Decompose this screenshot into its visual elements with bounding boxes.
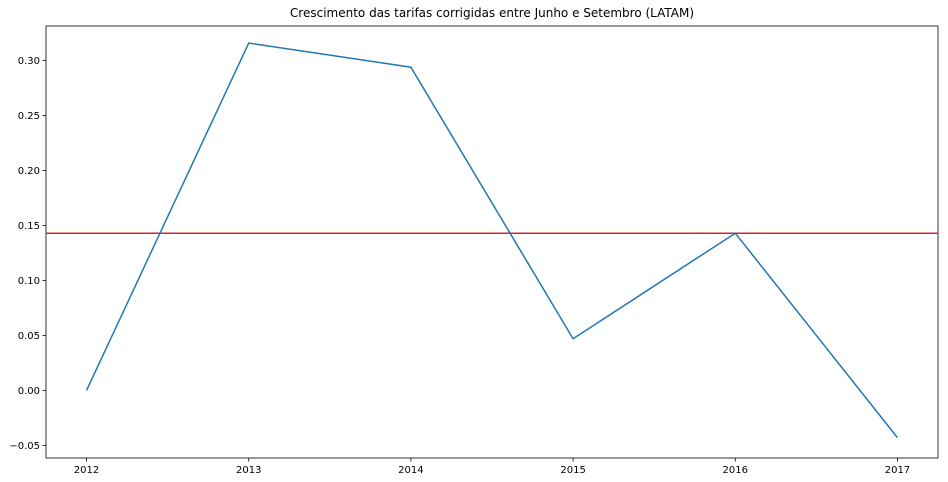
y-tick-label: 0.00 [18,386,40,397]
x-tick-label: 2012 [74,465,99,476]
y-axis: −0.05 0.00 0.05 0.10 0.15 0.20 0.25 0.30 [9,56,46,452]
x-tick-label: 2013 [236,465,261,476]
x-tick-label: 2016 [723,465,748,476]
y-tick-label: 0.20 [18,166,40,177]
series-line [85,42,899,439]
x-tick-label: 2017 [885,465,910,476]
chart-title: Crescimento das tarifas corrigidas entre… [290,6,694,20]
y-tick-label: 0.15 [18,221,40,232]
y-tick-label: −0.05 [9,441,40,452]
plot-frame [45,25,939,459]
x-tick-label: 2014 [398,465,423,476]
x-tick-label: 2015 [560,465,585,476]
y-tick-label: 0.05 [18,331,40,342]
y-tick-label: 0.30 [18,56,40,67]
y-tick-label: 0.10 [18,276,40,287]
y-tick-label: 0.25 [18,111,40,122]
x-axis: 2012 2013 2014 2015 2016 2017 [74,458,910,476]
